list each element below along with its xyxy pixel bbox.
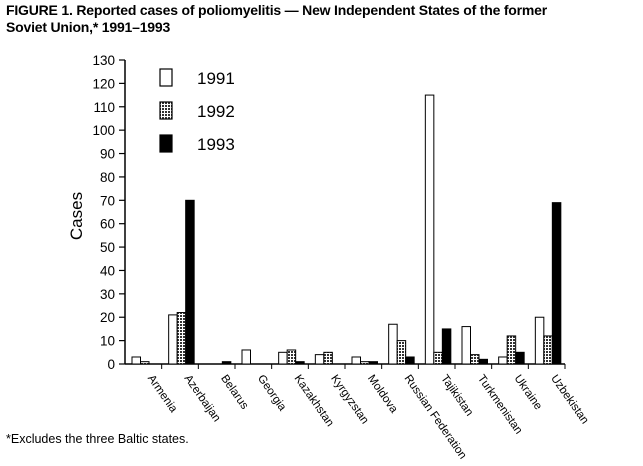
y-tick-label: 0 (107, 357, 115, 372)
bar-1991-kyrgyzstan (314, 354, 325, 365)
y-tick-label: 100 (92, 123, 115, 138)
x-tick-label: Kyrgyzstan (328, 373, 370, 426)
legend: 1991 1992 1993 (159, 68, 235, 154)
y-tick-label: 60 (100, 217, 115, 232)
bar-1991-kazakhstan (278, 351, 288, 365)
y-tick-label: 80 (100, 170, 115, 185)
y-axis-label: Cases (67, 192, 86, 240)
bar-1993-moldova (368, 361, 378, 365)
footnote: *Excludes the three Baltic states. (6, 432, 189, 446)
y-tick-label: 70 (100, 193, 115, 208)
x-tick-label: Georgia (255, 373, 289, 414)
figure-title-line2: Soviet Union,* 1991–1993 (6, 19, 171, 35)
bar-1993-azerbaijan (185, 199, 195, 365)
figure-title-line1: FIGURE 1. Reported cases of poliomyeliti… (6, 2, 547, 18)
bar-1993-turkmenistan (478, 358, 488, 365)
bar-1993-russian-federation (405, 356, 415, 365)
bar-1992-moldova (360, 361, 370, 365)
bar-1991-tajikistan (424, 94, 435, 365)
bar-1992-armenia (140, 361, 150, 365)
x-tick-label: Ukraine (512, 373, 545, 412)
bar-1992-azerbaijan (176, 312, 187, 365)
x-tick-label: Armenia (145, 373, 180, 415)
bar-1991-turkmenistan (461, 326, 471, 365)
bar-1992-tajikistan (433, 351, 443, 365)
bar-1993-belarus (221, 361, 232, 365)
bar-1991-ukraine (498, 356, 508, 365)
figure-title: FIGURE 1. Reported cases of poliomyeliti… (6, 2, 636, 36)
bar-1991-moldova (351, 356, 361, 365)
bar-1992-uzbekistan (543, 335, 553, 365)
bar-1992-turkmenistan (470, 354, 480, 365)
y-tick-label: 30 (100, 287, 115, 302)
x-tick-label: Azerbaijan (182, 373, 223, 424)
y-tick-label: 90 (100, 147, 115, 162)
bar-1991-russian-federation (388, 323, 398, 365)
bar-1991-uzbekistan (534, 316, 545, 365)
y-tick-label: 110 (93, 100, 115, 115)
bar-1992-kazakhstan (286, 349, 297, 365)
y-tick-label: 20 (100, 310, 115, 325)
x-tick-label: Uzbekistan (548, 373, 590, 426)
bar-1992-ukraine (506, 335, 517, 365)
bar-1992-russian-federation (396, 340, 407, 365)
bar-1993-kazakhstan (295, 361, 305, 365)
legend-label-1993: 1993 (197, 135, 235, 154)
y-tick-label: 50 (100, 240, 115, 255)
bar-1993-uzbekistan (551, 202, 562, 365)
x-tick-label: Moldova (365, 373, 400, 416)
y-tick-label: 130 (92, 53, 115, 68)
y-tick-label: 40 (100, 263, 115, 278)
legend-swatch-1992 (159, 101, 173, 120)
legend-swatch-1993 (159, 134, 173, 153)
bar-1993-tajikistan (441, 328, 452, 365)
y-tick-label: 10 (100, 334, 115, 349)
legend-label-1992: 1992 (197, 102, 235, 121)
bar-1992-kyrgyzstan (323, 351, 333, 365)
bar-1991-georgia (241, 349, 251, 365)
bar-1993-ukraine (515, 351, 525, 365)
bar-1991-azerbaijan (168, 314, 178, 365)
x-tick-label: Kazakhstan (292, 373, 336, 429)
x-tick-label: Tajikistan (438, 373, 475, 419)
y-tick-label: 120 (92, 76, 115, 91)
legend-label-1991: 1991 (197, 69, 235, 88)
x-tick-label: Belarus (218, 373, 250, 412)
legend-swatch-1991 (159, 68, 173, 87)
y-axis: 0 10 20 30 40 50 60 70 80 90 100 110 120 130 (92, 53, 126, 372)
bar-1991-armenia (131, 356, 141, 365)
bars (131, 94, 562, 365)
